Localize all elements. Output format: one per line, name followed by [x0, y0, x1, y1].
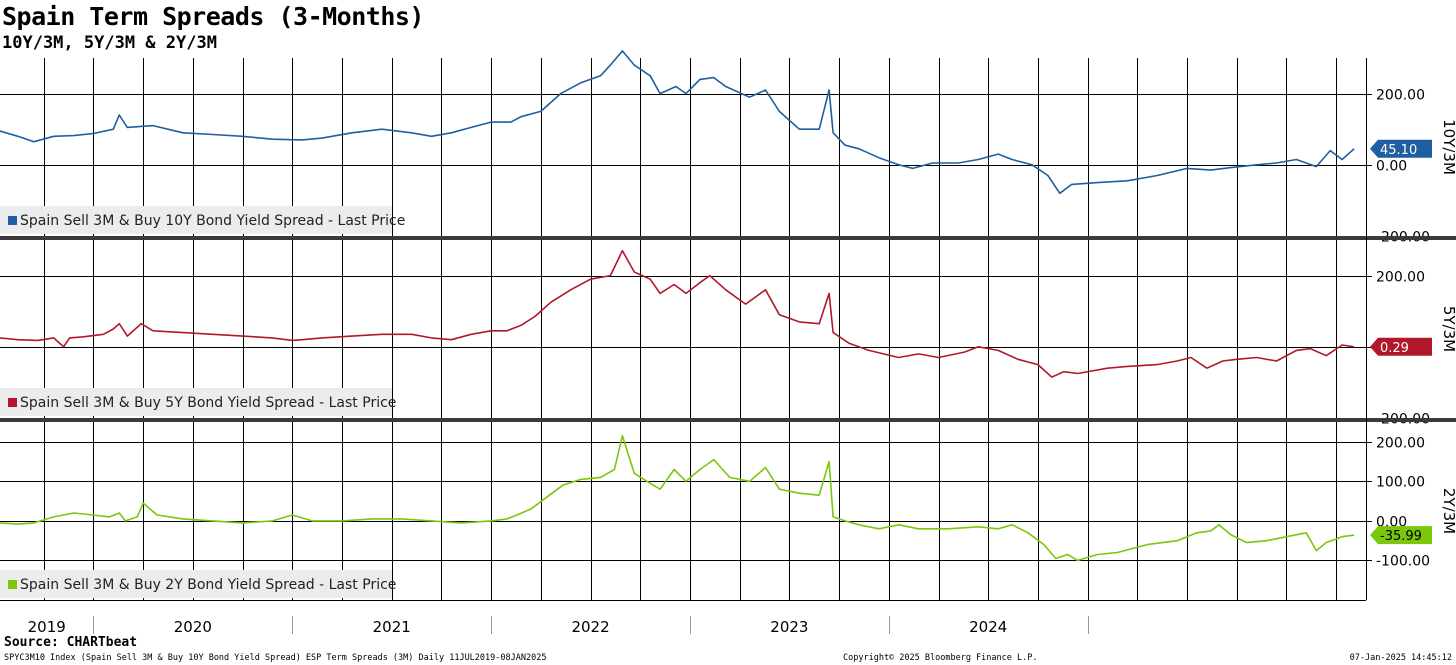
x-tick-label: 2022: [571, 618, 609, 636]
y-tick-label: -100.00: [1376, 554, 1430, 570]
source-note: Source: CHARTbeat: [4, 635, 138, 650]
legend-label: Spain Sell 3M & Buy 5Y Bond Yield Spread…: [20, 395, 396, 411]
y-axis-title: 5Y/3M: [1440, 306, 1456, 352]
panel-divider: [0, 236, 1456, 240]
legend-swatch: [8, 398, 17, 407]
footer-timestamp: 07-Jan-2025 14:45:12: [1349, 653, 1452, 663]
footer-description: SPYC3M10 Index (Spain Sell 3M & Buy 10Y …: [4, 653, 547, 663]
series-line: [0, 50, 1355, 195]
y-tick-label: 100.00: [1376, 475, 1425, 491]
x-axis: 2019 2020 2021 2022 2023 2024: [0, 600, 1366, 636]
vertical-gridlines: [44, 58, 1337, 600]
y-tick-label: 200.00: [1376, 436, 1425, 452]
last-value-tag: 0.29: [1370, 337, 1432, 356]
last-value-label: -35.99: [1380, 529, 1422, 544]
last-value-tag: 45.10: [1370, 139, 1432, 158]
y-tick-label: 0.00: [1376, 159, 1407, 175]
x-tick-label: 2019: [28, 618, 66, 636]
y-axis-title: 10Y/3M: [1440, 119, 1456, 175]
x-tick-label: 2020: [174, 618, 212, 636]
y-tick-label: 200.00: [1376, 88, 1425, 104]
panel-divider: [0, 418, 1456, 422]
series-line: [0, 249, 1355, 378]
chart-subtitle: 10Y/3M, 5Y/3M & 2Y/3M: [2, 33, 217, 53]
series-line: [0, 435, 1355, 562]
legend-swatch: [8, 216, 17, 225]
x-tick-label: 2024: [969, 618, 1007, 636]
chart-title: Spain Term Spreads (3-Months): [2, 2, 425, 31]
legend: Spain Sell 3M & Buy 10Y Bond Yield Sprea…: [0, 206, 405, 234]
last-value-label: 45.10: [1380, 143, 1417, 158]
last-value-label: 0.29: [1380, 341, 1409, 356]
legend-label: Spain Sell 3M & Buy 2Y Bond Yield Spread…: [20, 577, 396, 593]
last-value-tag: -35.99: [1370, 526, 1432, 545]
legend: Spain Sell 3M & Buy 5Y Bond Yield Spread…: [0, 388, 396, 416]
legend-label: Spain Sell 3M & Buy 10Y Bond Yield Sprea…: [20, 213, 405, 229]
legend-swatch: [8, 580, 17, 589]
footer-copyright: Copyright© 2025 Bloomberg Finance L.P.: [843, 653, 1038, 663]
legend: Spain Sell 3M & Buy 2Y Bond Yield Spread…: [0, 570, 396, 598]
panel-2Y-3M: 200.00100.000.00-100.00-35.992Y/3MSpain …: [0, 435, 1456, 598]
x-tick-label: 2021: [373, 618, 411, 636]
y-tick-label: 200.00: [1376, 270, 1425, 286]
x-tick-label: 2023: [770, 618, 808, 636]
y-axis-title: 2Y/3M: [1440, 488, 1456, 534]
